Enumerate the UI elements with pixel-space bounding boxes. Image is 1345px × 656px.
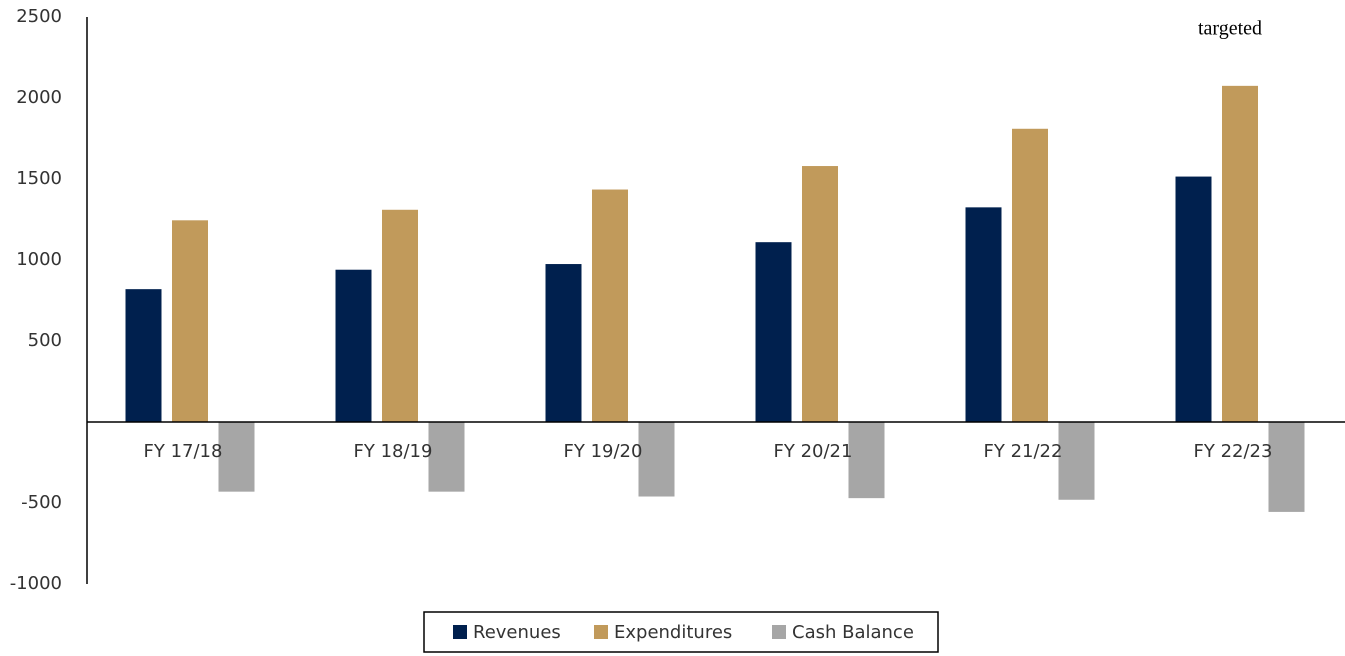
bar bbox=[848, 422, 885, 499]
bar bbox=[382, 209, 418, 422]
bar bbox=[218, 422, 255, 492]
x-tick-label: FY 21/22 bbox=[984, 441, 1063, 462]
bar bbox=[1268, 422, 1305, 512]
bar bbox=[802, 166, 838, 422]
x-tick-label: FY 20/21 bbox=[774, 441, 853, 462]
bar bbox=[965, 207, 1002, 422]
bar bbox=[545, 264, 582, 422]
x-tick-label: FY 18/19 bbox=[354, 441, 433, 462]
bar bbox=[755, 242, 792, 422]
bar bbox=[1058, 422, 1095, 500]
bar bbox=[428, 422, 465, 492]
legend-swatch bbox=[453, 625, 467, 639]
y-tick-label: 1500 bbox=[16, 168, 62, 189]
legend-swatch bbox=[772, 625, 786, 639]
x-tick-label: FY 17/18 bbox=[144, 441, 223, 462]
legend-label: Expenditures bbox=[614, 622, 732, 643]
x-tick-label: FY 19/20 bbox=[564, 441, 643, 462]
y-tick-label: 500 bbox=[28, 330, 62, 351]
bar bbox=[1012, 128, 1048, 422]
y-tick-label: -500 bbox=[21, 492, 62, 513]
y-tick-label: -1000 bbox=[10, 573, 62, 594]
legend-label: Revenues bbox=[473, 622, 561, 643]
y-tick-label: 2500 bbox=[16, 6, 62, 27]
bar bbox=[1175, 176, 1212, 422]
annotation: targeted bbox=[1198, 18, 1262, 40]
legend-swatch bbox=[594, 625, 608, 639]
bar bbox=[1222, 85, 1258, 422]
bar bbox=[125, 289, 162, 422]
bar bbox=[638, 422, 675, 497]
y-tick-label: 2000 bbox=[16, 87, 62, 108]
bar bbox=[592, 189, 628, 422]
legend-box bbox=[423, 611, 939, 653]
legend-label: Cash Balance bbox=[792, 622, 914, 643]
x-tick-label: FY 22/23 bbox=[1194, 441, 1273, 462]
bar bbox=[172, 220, 208, 422]
bar bbox=[335, 269, 372, 422]
y-tick-label: 1000 bbox=[16, 249, 62, 270]
